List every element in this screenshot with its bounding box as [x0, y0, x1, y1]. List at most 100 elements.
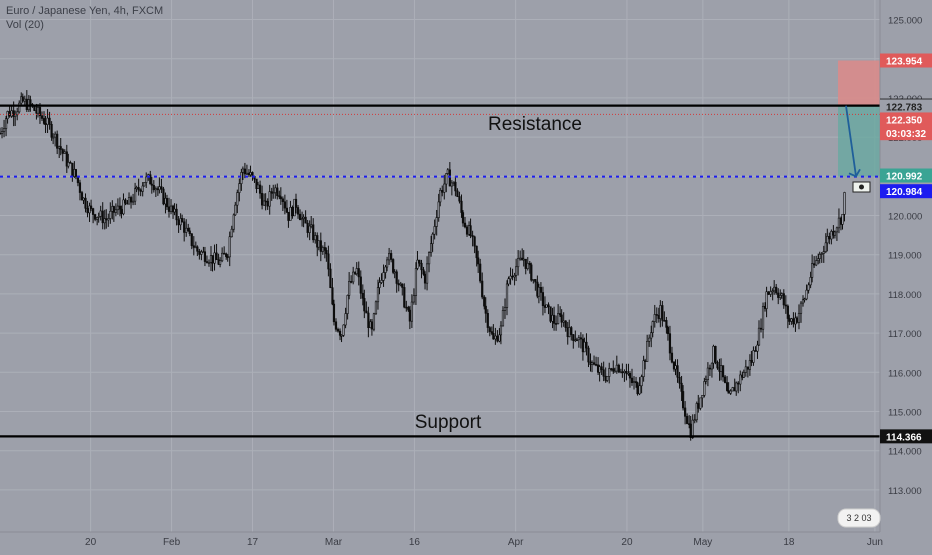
candle-body	[173, 208, 176, 213]
candle-body	[116, 205, 119, 211]
candle-body	[232, 214, 235, 230]
candle-body	[405, 306, 408, 309]
candle-body	[835, 227, 839, 233]
candle-body	[655, 314, 658, 316]
candle-body	[298, 213, 302, 221]
candle-body	[363, 297, 366, 312]
price-tag-text-target: 120.992	[886, 172, 923, 183]
candle-body	[693, 419, 696, 422]
candle-body	[289, 207, 292, 221]
price-tag-text-plain: 122.783	[886, 102, 923, 113]
price-axis	[880, 0, 932, 550]
candle-body	[430, 243, 433, 253]
candle-body	[4, 118, 8, 129]
candle-body	[188, 230, 191, 234]
symbol-title[interactable]: Euro / Japanese Yen, 4h, FXCM	[6, 5, 164, 17]
time-tick-label: 16	[409, 537, 421, 548]
candle-body	[822, 251, 825, 254]
price-tag-stop	[880, 53, 932, 68]
candle-body	[701, 395, 704, 399]
candle-body	[448, 169, 451, 187]
candle-body	[129, 197, 133, 203]
candle-body	[680, 382, 683, 392]
candle-body	[12, 110, 15, 117]
candle-body	[131, 200, 135, 203]
candle-body	[530, 264, 533, 281]
candle-body	[263, 200, 266, 206]
candle-body	[721, 365, 725, 378]
candle-body	[811, 263, 814, 278]
candle-body	[103, 218, 106, 224]
candle-body	[304, 216, 307, 224]
candle-body	[200, 251, 203, 255]
candle-body	[96, 217, 99, 220]
candle-body	[264, 200, 267, 203]
candle-body	[503, 307, 507, 311]
candle-body	[477, 257, 480, 265]
candle-body	[422, 269, 425, 275]
candle-body	[460, 200, 463, 213]
candle-body	[187, 227, 190, 232]
candle-body	[296, 207, 300, 215]
time-tick-label: Mar	[325, 537, 343, 548]
candle-body	[552, 314, 556, 324]
candle-body	[714, 345, 717, 363]
time-tick-label: Feb	[163, 537, 181, 548]
candle-body	[71, 162, 74, 177]
candle-body	[659, 305, 662, 319]
candle-body	[230, 228, 233, 238]
candle-body	[283, 201, 286, 209]
candle-body	[114, 209, 117, 213]
candle-body	[756, 344, 759, 352]
candle-body	[815, 260, 818, 266]
candle-body	[801, 299, 805, 304]
candle-body	[169, 205, 173, 212]
candle-body	[492, 333, 495, 340]
candle-body	[281, 198, 284, 203]
candle-body	[708, 367, 712, 370]
candle-body	[742, 372, 745, 378]
candle-body	[519, 257, 522, 260]
candle-body	[824, 242, 827, 252]
candle-body	[92, 208, 95, 215]
candle-body	[63, 151, 66, 154]
candle-body	[152, 185, 155, 191]
volume-indicator-label[interactable]: Vol (20)	[6, 19, 44, 31]
candle-body	[261, 193, 264, 206]
candle-body	[837, 217, 841, 229]
candle-body	[532, 279, 535, 281]
candle-body	[513, 275, 516, 278]
candle-body	[461, 212, 465, 224]
candle-body	[750, 360, 753, 363]
candle-body	[818, 253, 821, 259]
candle-body	[82, 197, 85, 201]
candle-body	[279, 196, 282, 200]
candle-body	[522, 258, 525, 261]
candle-body	[99, 210, 102, 217]
candle-body	[545, 304, 548, 308]
candle-body	[484, 305, 487, 314]
candle-body	[723, 376, 727, 383]
candle-body	[780, 293, 783, 296]
candle-body	[287, 211, 290, 221]
candle-body	[782, 293, 785, 306]
candle-body	[686, 416, 689, 424]
candle-body	[395, 271, 398, 284]
candle-body	[767, 291, 770, 295]
candle-body	[795, 317, 799, 323]
candle-body	[317, 240, 320, 248]
candle-body	[661, 305, 664, 321]
candle-body	[454, 181, 457, 192]
candle-body	[779, 295, 782, 298]
candle-body	[327, 253, 330, 270]
candle-body	[727, 390, 730, 394]
candle-body	[243, 168, 247, 175]
candle-body	[255, 178, 258, 189]
position-zones	[838, 60, 880, 177]
candle-body	[560, 314, 563, 323]
candle-body	[710, 362, 714, 370]
candle-body	[416, 259, 419, 269]
time-tick-label: 20	[85, 537, 97, 548]
